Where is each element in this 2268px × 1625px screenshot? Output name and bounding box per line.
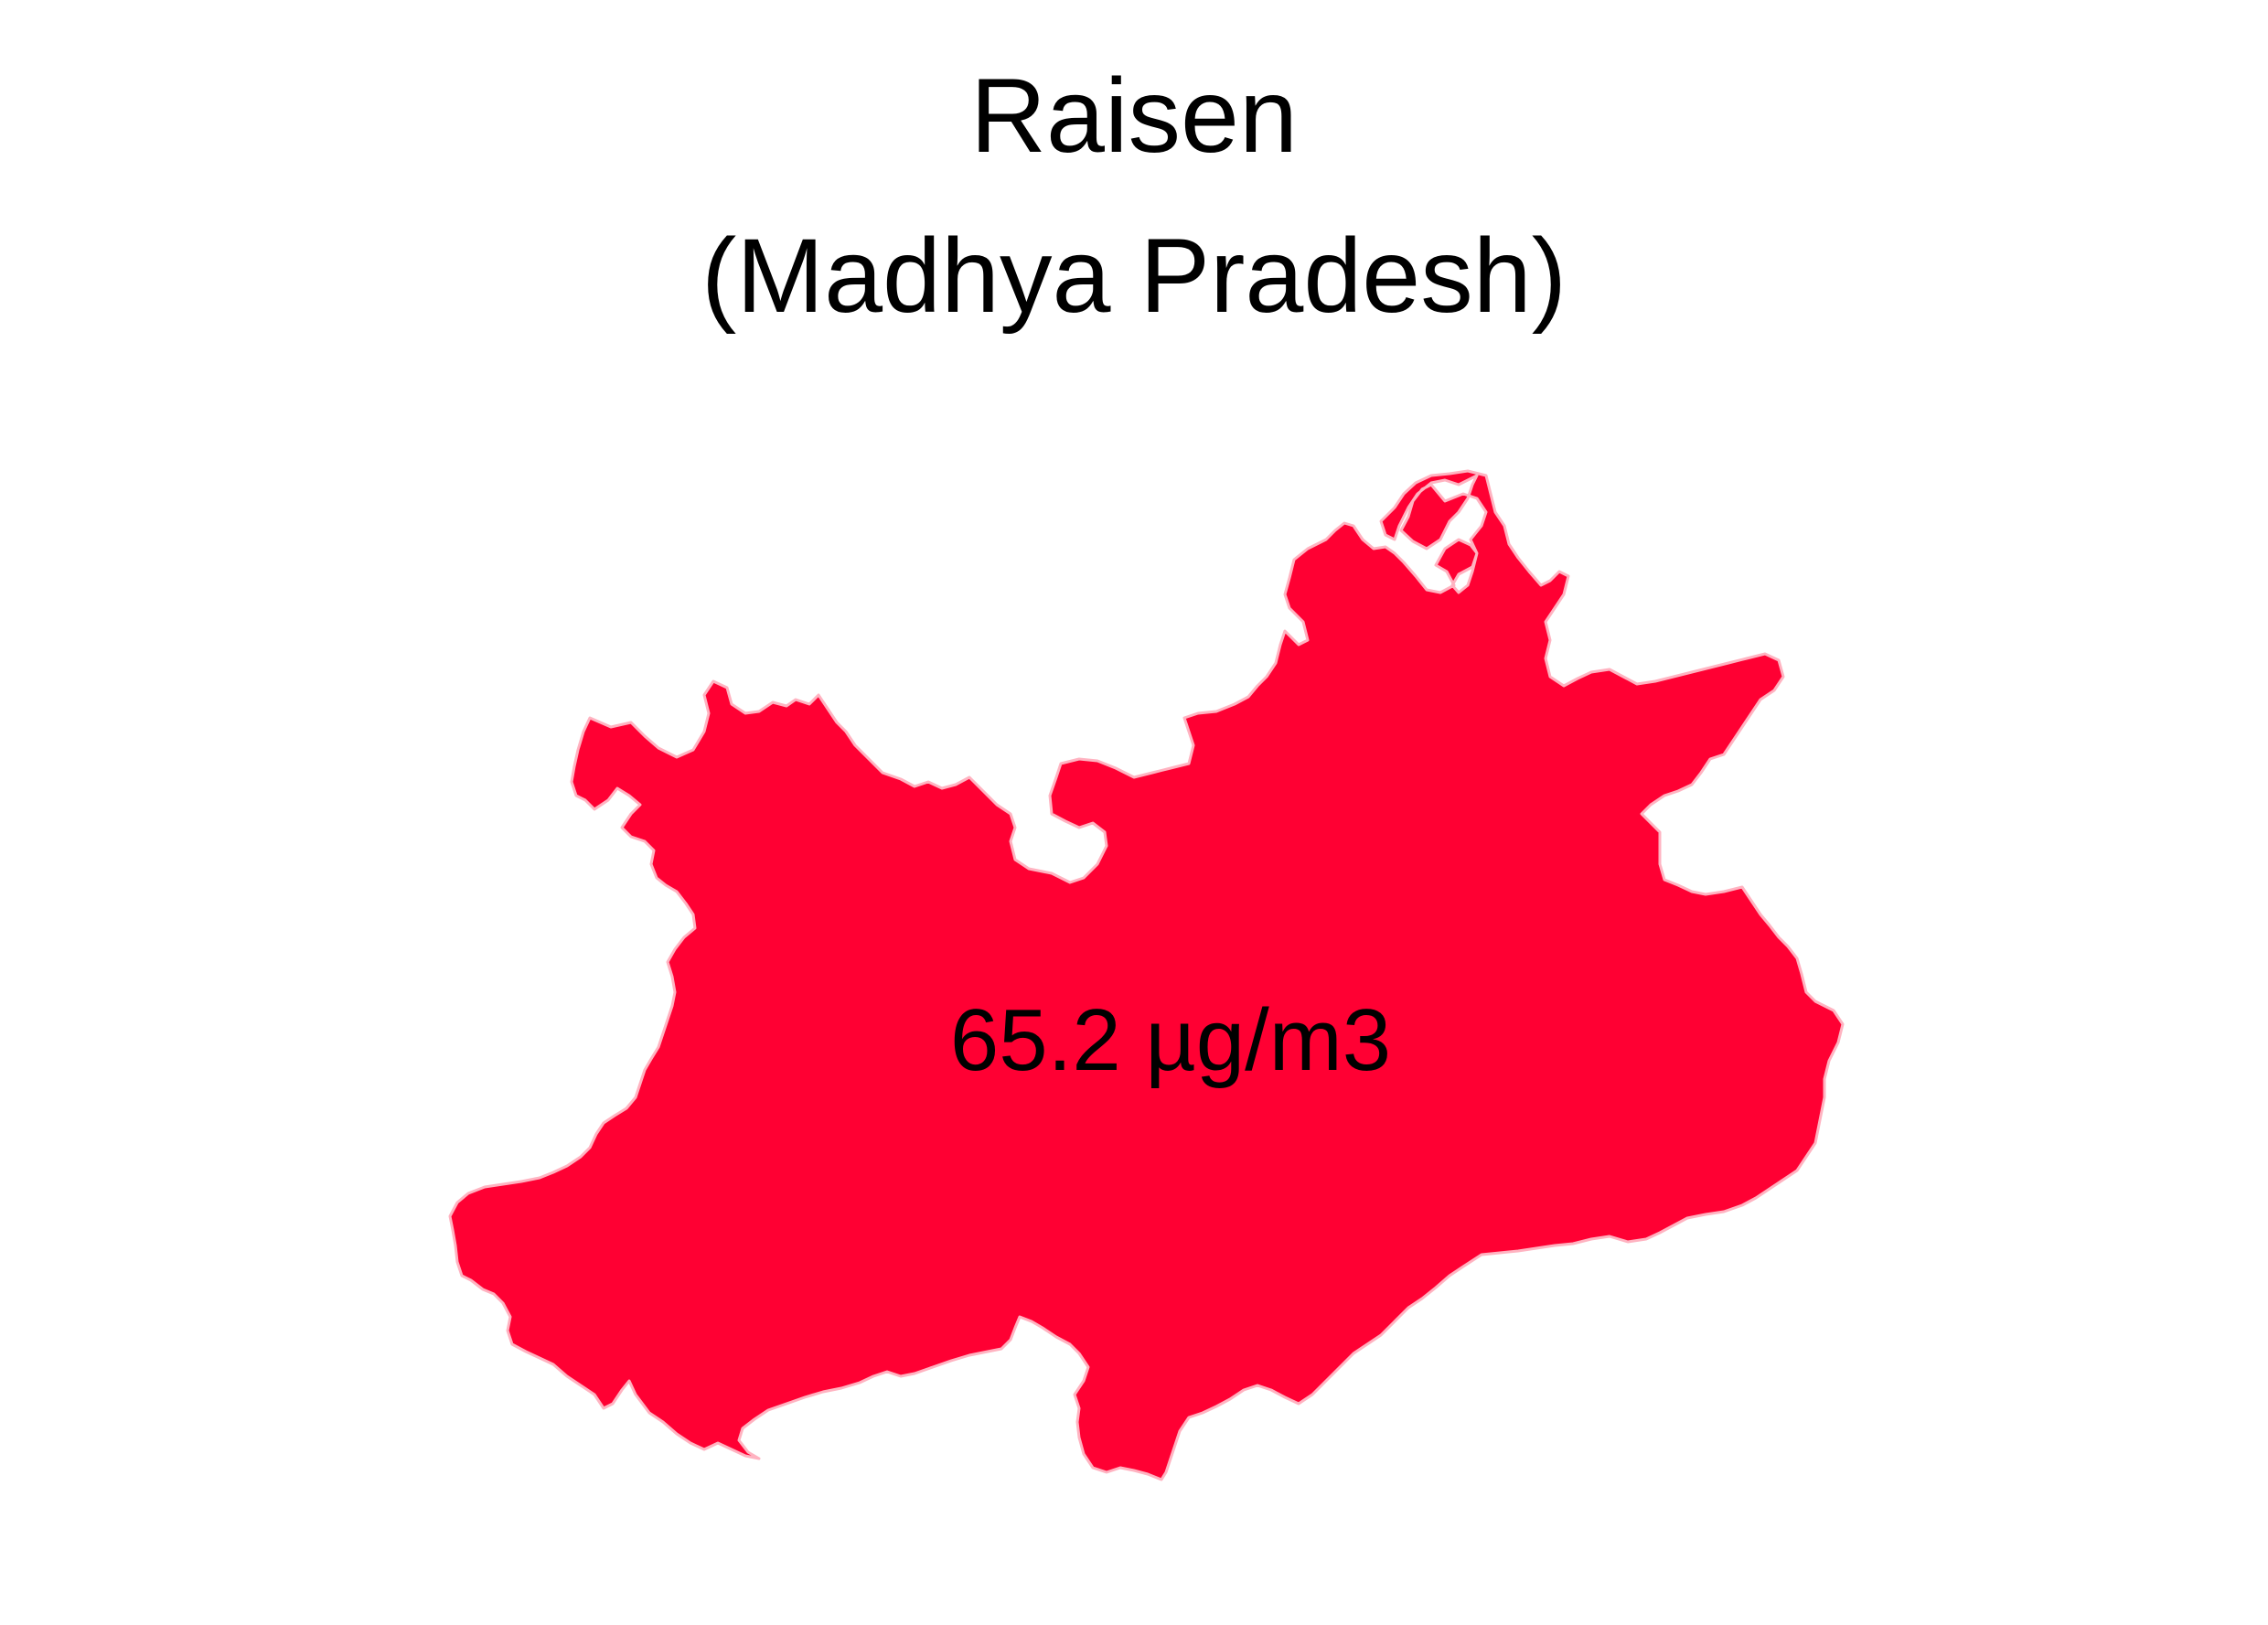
pm25-value-label: 65.2 µg/m3 [950, 991, 1391, 1089]
district-shape-raisen [448, 469, 1845, 1481]
map-subtitle-state: (Madhya Pradesh) [701, 218, 1567, 335]
map-title: Raisen [970, 58, 1298, 175]
